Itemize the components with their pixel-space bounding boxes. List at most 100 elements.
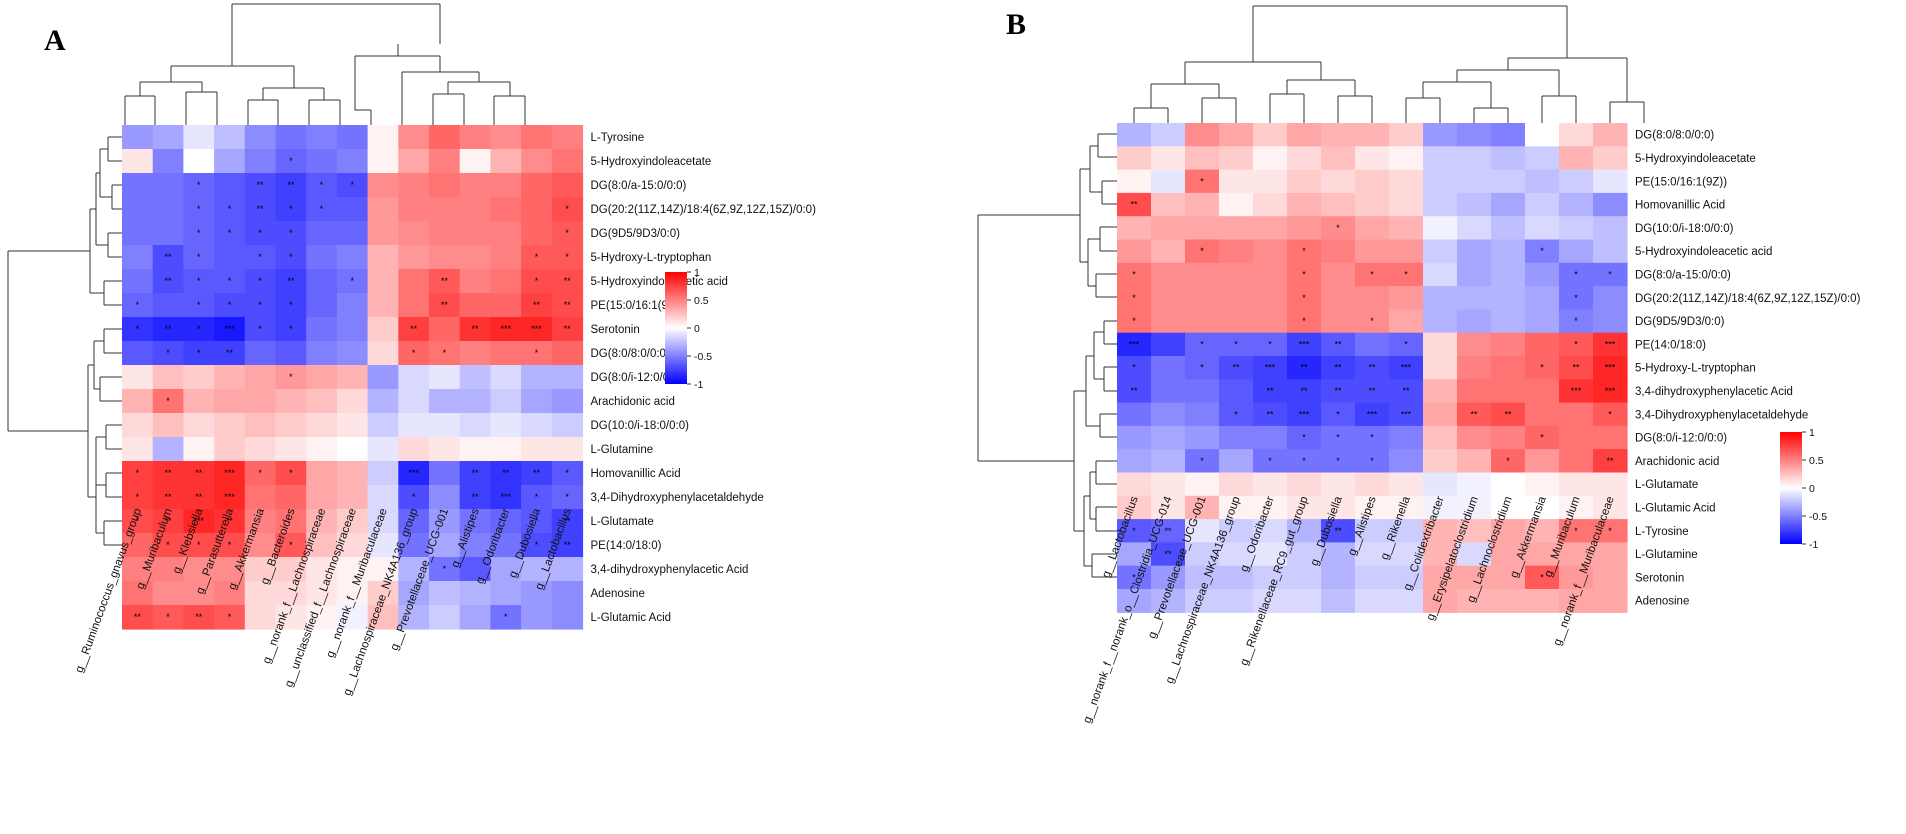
b-cell-r10-c10: [1457, 356, 1492, 380]
b-cell-r3-c0: [1117, 192, 1152, 217]
panel-a-row-labels: L-Tyrosine 5-Hydroxyindoleacetate DG(8:0/a…: [591, 132, 817, 624]
a-star-r6-c4: *: [258, 276, 262, 286]
a-star-r3-c2: *: [197, 204, 201, 214]
b-cell-r2-c8: [1389, 169, 1424, 194]
b-cell-r9-c13: [1559, 332, 1594, 357]
b-star-r3-c0: **: [1130, 200, 1138, 210]
b-star-r10-c8: ***: [1401, 363, 1412, 373]
b-cell-r11-c4: [1253, 379, 1288, 404]
b-cell-r13-c5: [1287, 425, 1322, 450]
b-cell-r13-c0: [1117, 425, 1152, 450]
b-cell-r4-c5: [1287, 216, 1322, 241]
a-cell-r18-c1: [152, 557, 184, 582]
b-cell-r10-c0: [1117, 356, 1152, 380]
a-star-r15-c13: *: [535, 492, 539, 502]
b-cell-r12-c5: [1287, 402, 1322, 427]
a-cell-r10-c12: [490, 365, 522, 390]
b-row-label-16: L-Glutamic Acid: [1635, 502, 1716, 514]
b-cell-r15-c13: [1559, 472, 1594, 497]
a-cell-r1-c8: [367, 149, 399, 174]
a-cell-r4-c8: [367, 221, 399, 246]
b-cell-r19-c8: [1389, 565, 1424, 590]
b-cell-r15-c1: [1151, 472, 1186, 497]
b-star-r12-c5: ***: [1299, 409, 1310, 419]
b-cell-r6-c8: [1389, 262, 1424, 287]
b-cell-r16-c11: [1491, 495, 1526, 520]
a-cell-r9-c9: [398, 341, 430, 366]
a-cell-r10-c0: [122, 365, 154, 390]
b-cell-r1-c6: [1321, 146, 1356, 171]
b-cell-r9-c1: [1151, 332, 1186, 357]
a-cell-r2-c14: [551, 173, 584, 198]
b-star-r11-c5: **: [1300, 386, 1308, 396]
a-cell-r16-c11: [459, 509, 491, 534]
b-cell-r18-c5: [1287, 542, 1322, 567]
a-cell-r6-c12: [490, 269, 522, 294]
b-cell-r4-c13: [1559, 216, 1594, 241]
b-star-r19-c12: *: [1540, 572, 1544, 582]
a-cell-r7-c7: [336, 293, 369, 318]
b-row-label-11: 3,4-dihydroxyphenylacetic Acid: [1635, 386, 1793, 398]
a-cell-r9-c10: [429, 341, 461, 366]
a-cell-r2-c9: [398, 173, 430, 198]
a-row-label-4: DG(9D5/9D3/0:0): [591, 228, 681, 240]
a-cell-r0-c10: [429, 125, 461, 150]
b-star-r11-c7: **: [1368, 386, 1376, 396]
a-cell-r5-c4: [244, 245, 277, 270]
a-cell-r1-c14: [551, 149, 584, 174]
b-star-r17-c6: **: [1334, 526, 1342, 536]
a-cell-r4-c4: [244, 221, 277, 246]
a-cell-r6-c0: [122, 269, 154, 294]
a-cell-r4-c0: [122, 221, 154, 246]
b-cell-r11-c5: [1287, 379, 1322, 404]
a-cell-r15-c7: [336, 485, 369, 510]
b-cell-r18-c0: [1117, 542, 1152, 567]
b-cell-r4-c7: [1355, 216, 1390, 241]
b-cell-r1-c9: [1423, 146, 1458, 171]
a-star-r16-c1: **: [165, 516, 173, 526]
a-cell-r3-c7: [336, 197, 369, 222]
b-cell-r6-c3: [1219, 262, 1254, 287]
b-cell-r19-c14: [1593, 565, 1628, 590]
b-cell-r1-c0: [1117, 146, 1152, 171]
b-star-r19-c0: *: [1132, 572, 1136, 582]
b-cell-r5-c6: [1321, 239, 1356, 264]
b-cell-r16-c3: [1219, 495, 1254, 520]
b-cell-r3-c11: [1491, 192, 1526, 217]
a-star-r3-c5: *: [289, 204, 293, 214]
a-cell-r14-c4: [244, 461, 277, 486]
b-cell-r7-c8: [1389, 286, 1424, 310]
b-cell-r15-c10: [1457, 472, 1492, 497]
a-star-r4-c2: *: [197, 228, 201, 238]
b-cell-r19-c7: [1355, 565, 1390, 590]
a-star-r14-c0: *: [136, 468, 140, 478]
b-star-r9-c14: ***: [1605, 339, 1616, 349]
a-cell-r17-c3: [214, 533, 246, 558]
b-row-label-2: PE(15:0/16:1(9Z)): [1635, 176, 1727, 188]
a-colorbar-tick-label-4: -1: [694, 379, 703, 391]
b-star-r6-c8: *: [1404, 269, 1408, 279]
b-cell-r3-c4: [1253, 192, 1288, 217]
a-cell-r12-c3: [214, 413, 246, 438]
a-cell-r18-c12: [490, 557, 522, 582]
b-star-r13-c7: *: [1370, 433, 1374, 443]
b-cell-r5-c4: [1253, 239, 1288, 264]
a-cell-r1-c7: [336, 149, 369, 174]
b-cell-r8-c4: [1253, 309, 1288, 334]
a-cell-r15-c14: [551, 485, 584, 510]
a-cell-r2-c10: [429, 173, 461, 198]
b-cell-r2-c14: [1593, 169, 1628, 194]
b-star-r17-c13: *: [1574, 526, 1578, 536]
a-cell-r15-c3: [214, 485, 246, 510]
b-star-r11-c0: **: [1130, 386, 1138, 396]
b-cell-r8-c5: [1287, 309, 1322, 334]
b-cell-r18-c3: [1219, 542, 1254, 567]
a-cell-r13-c4: [244, 437, 277, 462]
a-cell-r14-c8: [367, 461, 399, 486]
b-cell-r0-c8: [1389, 123, 1424, 147]
b-cell-r12-c8: [1389, 402, 1424, 427]
a-cell-r17-c4: [244, 533, 277, 558]
a-cell-r19-c4: [244, 581, 277, 606]
a-cell-r12-c2: [183, 413, 215, 438]
